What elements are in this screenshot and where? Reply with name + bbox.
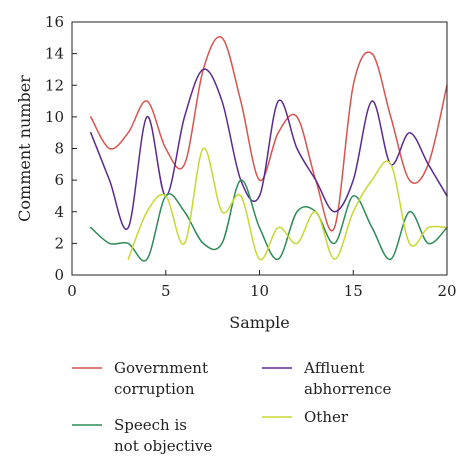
x-tick-label: 15 bbox=[344, 282, 363, 300]
tick-labels: 0 5 10 15 20 0 2 4 6 8 10 12 14 16 bbox=[45, 13, 457, 300]
x-tick-label: 5 bbox=[161, 282, 171, 300]
x-tick-label: 0 bbox=[67, 282, 77, 300]
legend-label: corruption bbox=[114, 380, 195, 398]
y-tick-label: 6 bbox=[54, 171, 64, 189]
y-tick-label: 14 bbox=[45, 45, 64, 63]
y-tick-label: 12 bbox=[45, 76, 64, 94]
legend-label: Other bbox=[304, 408, 349, 426]
x-tick-label: 20 bbox=[437, 282, 456, 300]
series-line-government-corruption bbox=[90, 36, 448, 232]
legend-label: abhorrence bbox=[304, 380, 392, 398]
x-tick-label: 10 bbox=[250, 282, 269, 300]
axes bbox=[71, 21, 448, 276]
legend-label: Affluent bbox=[303, 359, 365, 377]
legend-item: Affluent abhorrence bbox=[262, 359, 392, 398]
plot-frame bbox=[71, 21, 448, 276]
legend-label: not objective bbox=[114, 437, 212, 455]
legend-item: Other bbox=[262, 408, 349, 426]
plot-area bbox=[90, 36, 448, 262]
y-tick-label: 0 bbox=[54, 266, 64, 284]
y-tick-label: 16 bbox=[45, 13, 64, 31]
legend: Government corruption Affluent abhorrence Sp… bbox=[72, 359, 392, 455]
y-tick-label: 10 bbox=[45, 108, 64, 126]
y-tick-label: 2 bbox=[54, 234, 64, 252]
series-line-other bbox=[127, 147, 448, 261]
legend-label: Government bbox=[114, 359, 208, 377]
y-axis-title: Comment number bbox=[15, 75, 34, 222]
legend-item: Government corruption bbox=[72, 359, 208, 398]
y-tick-label: 8 bbox=[54, 140, 64, 158]
series-line-affluent-abhorrence bbox=[90, 68, 448, 230]
legend-item: Speech is not objective bbox=[72, 416, 212, 455]
y-tick-label: 4 bbox=[54, 203, 64, 221]
legend-label: Speech is bbox=[114, 416, 187, 434]
x-axis-title: Sample bbox=[229, 313, 290, 332]
series-line-speech-is-not-objective bbox=[90, 179, 448, 262]
